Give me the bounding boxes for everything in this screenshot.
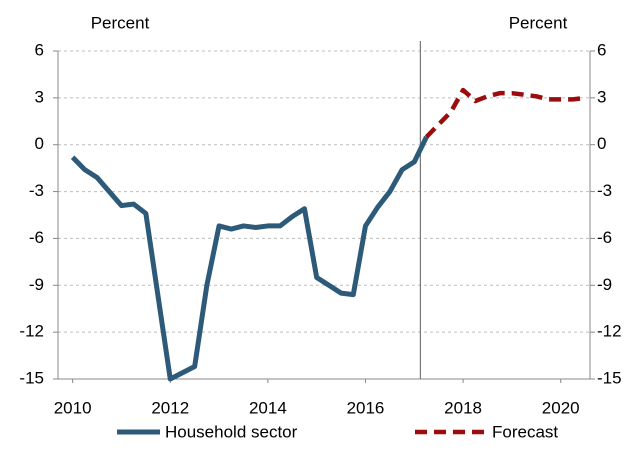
x-tick-label: 2014 (249, 398, 287, 417)
y-axis-label: Percent (91, 13, 150, 32)
x-tick-label: 2016 (347, 398, 385, 417)
y-tick-label: -3 (29, 181, 44, 200)
y2-tick-label: -6 (597, 228, 612, 247)
y2-tick-label: -3 (597, 181, 612, 200)
y2-tick-label: 0 (597, 134, 606, 153)
y2-tick-label: -15 (597, 368, 622, 387)
y2-tick-label: 3 (597, 87, 606, 106)
y2-tick-label: -12 (597, 322, 622, 341)
y-tick-label: -12 (19, 322, 44, 341)
y-tick-label: 3 (35, 87, 44, 106)
y2-tick-label: 6 (597, 40, 606, 59)
y2-tick-label: -9 (597, 275, 612, 294)
x-tick-label: 2012 (151, 398, 189, 417)
y-tick-label: -6 (29, 228, 44, 247)
y-tick-label: 6 (35, 40, 44, 59)
x-tick-label: 2018 (444, 398, 482, 417)
y2-axis-label: Percent (509, 13, 568, 32)
legend-label: Forecast (492, 422, 558, 441)
x-tick-label: 2010 (54, 398, 92, 417)
line-series (70, 135, 429, 382)
legend-label: Household sector (165, 422, 298, 441)
y-tick-label: -15 (19, 368, 44, 387)
x-tick-label: 2020 (542, 398, 580, 417)
line-series (424, 87, 586, 139)
y-tick-label: 0 (35, 134, 44, 153)
y-tick-label: -9 (29, 275, 44, 294)
